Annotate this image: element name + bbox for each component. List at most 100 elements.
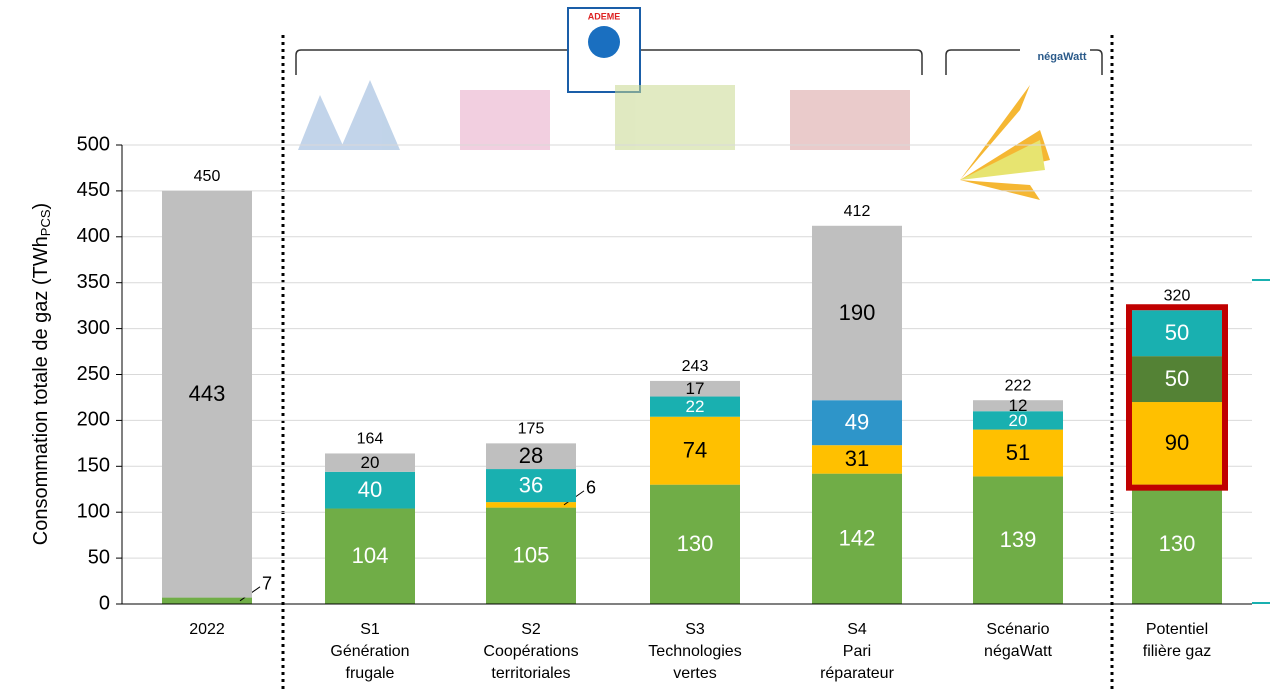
data-label: 90: [1165, 430, 1189, 455]
x-tick-line: 2022: [189, 621, 225, 638]
y-axis-label: Consommation totale de gaz (TWhPCS): [30, 203, 53, 545]
bar-segment: [650, 484, 740, 604]
total-label: 175: [518, 421, 545, 438]
data-label: 142: [839, 526, 876, 551]
x-tick-line: S4: [847, 621, 867, 638]
y-tick-label: 50: [88, 546, 110, 568]
x-tick-label: 2022: [189, 621, 225, 638]
data-label: 50: [1165, 366, 1189, 391]
data-label: 104: [352, 543, 389, 568]
bar-segment: [973, 476, 1063, 604]
data-label: 139: [1000, 527, 1037, 552]
bar-segment: [973, 411, 1063, 430]
y-tick-label: 150: [77, 455, 110, 477]
x-tick-label: S1 Génération frugale: [330, 621, 409, 682]
y-tick-label: 0: [99, 592, 110, 614]
logo-text: ADEME: [588, 11, 621, 21]
x-tick-line: réparateur: [820, 665, 894, 682]
bar-segment: [162, 190, 252, 598]
data-label: 20: [361, 453, 380, 472]
x-tick-line: Pari: [843, 643, 871, 660]
y-tick-label: 400: [77, 225, 110, 247]
bar-segment: [812, 473, 902, 604]
y-tick-label: 350: [77, 271, 110, 293]
x-tick-label: S3 Technologies vertes: [648, 621, 741, 682]
x-tick-label: S2 Coopérations territoriales: [483, 621, 578, 682]
data-label: 6: [586, 478, 596, 498]
ademe-logo: ADEME: [567, 7, 641, 93]
data-label: 105: [513, 543, 550, 568]
data-label: 20: [1009, 411, 1028, 430]
bar-segment: [486, 502, 576, 508]
negawatt-logo: négaWatt: [960, 45, 1090, 200]
x-tick-line: filière gaz: [1143, 643, 1211, 660]
total-label: 412: [844, 203, 871, 220]
data-label: 22: [686, 397, 705, 416]
bar-segment: [486, 469, 576, 503]
data-label: 40: [358, 477, 382, 502]
x-tick-label: Scénario négaWatt: [984, 621, 1052, 660]
total-label: 243: [682, 358, 709, 375]
data-label: 74: [683, 438, 707, 463]
x-tick-line: S2: [521, 621, 541, 638]
x-tick-line: territoriales: [491, 665, 570, 682]
y-tick-label: 450: [77, 179, 110, 201]
total-label: 222: [1005, 377, 1032, 394]
data-label: 49: [845, 410, 869, 435]
x-tick-line: S3: [685, 621, 705, 638]
x-tick-line: Scénario: [986, 621, 1049, 638]
illustrations: [298, 80, 910, 150]
bar-segment: [1132, 356, 1222, 403]
y-tick-label: 250: [77, 363, 110, 385]
data-label: 130: [677, 531, 714, 556]
bar-segment: [486, 507, 576, 604]
x-tick-line: Coopérations: [483, 643, 578, 660]
bar-segment: [325, 453, 415, 472]
x-tick-line: Potentiel: [1146, 621, 1208, 638]
bar-segment: [1132, 484, 1222, 604]
x-tick-label: Potentiel filière gaz: [1143, 621, 1211, 660]
x-tick-line: frugale: [346, 665, 395, 682]
bar-segment: [162, 597, 252, 604]
bar-segment: [812, 225, 902, 401]
y-tick-label: 100: [77, 500, 110, 522]
y-tick-label: 300: [77, 317, 110, 339]
bar-segment: [650, 396, 740, 417]
bar-segment: [973, 400, 1063, 412]
data-label: 190: [839, 300, 876, 325]
data-label: 36: [519, 472, 543, 497]
data-label: 443: [189, 381, 226, 406]
total-label: 164: [357, 431, 384, 448]
bar-segment: [486, 443, 576, 470]
total-label: 450: [194, 168, 221, 185]
data-label: 28: [519, 443, 543, 468]
y-tick-label: 200: [77, 409, 110, 431]
highlight-box: [1126, 304, 1228, 491]
bar-segment: [650, 416, 740, 485]
logo-text: négaWatt: [1037, 51, 1086, 63]
data-label: 17: [686, 379, 705, 398]
data-label: 50: [1165, 320, 1189, 345]
x-tick-line: S1: [360, 621, 380, 638]
y-tick-label: 500: [77, 133, 110, 155]
bar-segment: [812, 445, 902, 474]
x-tick-line: Génération: [330, 643, 409, 660]
bar-segment: [1132, 402, 1222, 485]
bar-segment: [812, 400, 902, 446]
data-label: 130: [1159, 531, 1196, 556]
data-label: 31: [845, 446, 869, 471]
data-label: 7: [262, 574, 272, 594]
x-tick-line: négaWatt: [984, 643, 1052, 660]
bar-segment: [650, 380, 740, 397]
data-label: 12: [1009, 396, 1028, 415]
bar-segment: [325, 508, 415, 604]
bar-segment: [1132, 310, 1222, 357]
x-tick-line: vertes: [673, 665, 717, 682]
bar-segment: [325, 471, 415, 509]
total-label: 320: [1164, 287, 1191, 304]
x-tick-line: Technologies: [648, 643, 741, 660]
x-tick-label: S4 Pari réparateur: [820, 621, 894, 682]
bar-segment: [973, 429, 1063, 477]
data-label: 51: [1006, 440, 1030, 465]
